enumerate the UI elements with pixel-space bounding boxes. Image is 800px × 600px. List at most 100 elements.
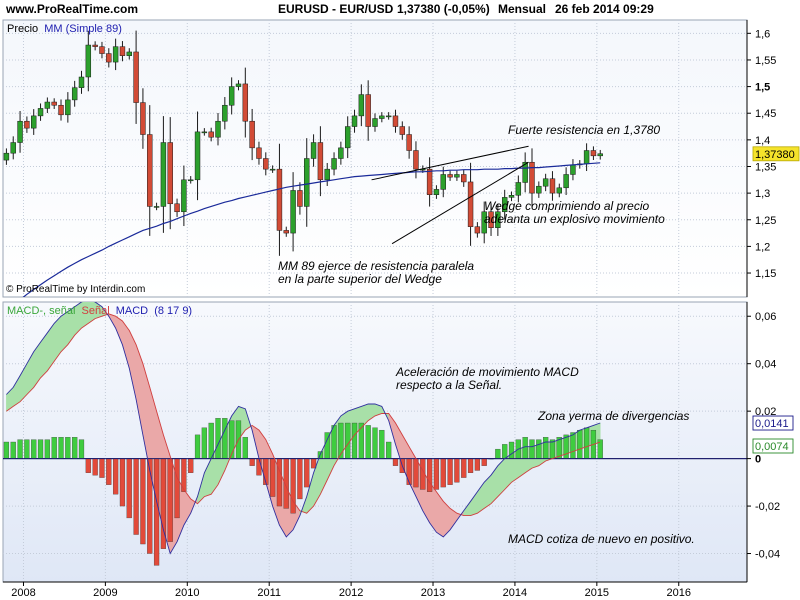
- candle: [256, 141, 262, 165]
- candle: [440, 166, 446, 198]
- candle-body: [174, 203, 180, 213]
- candle-body: [44, 101, 51, 109]
- candle: [215, 113, 221, 146]
- candle: [106, 48, 112, 68]
- candle-body: [597, 153, 603, 157]
- wedge-trendline: [371, 145, 529, 181]
- macd-histogram-bar: [290, 458, 296, 514]
- macd-histogram-bar: [229, 420, 235, 459]
- candle: [399, 121, 406, 140]
- candle-body: [310, 142, 317, 159]
- candle: [92, 41, 98, 51]
- ma89-line: [22, 162, 601, 297]
- macd-tick-label: -0,02: [755, 501, 780, 513]
- macd-histogram-bar: [426, 458, 433, 492]
- candle-body: [454, 174, 460, 178]
- x-tick-label: 2008: [11, 587, 35, 599]
- candle-body: [263, 158, 269, 170]
- candle: [522, 152, 528, 193]
- candle: [276, 143, 283, 256]
- macd-histogram-bar: [106, 458, 112, 485]
- annotation-resistance: Fuerte resistencia en 1,3780: [508, 123, 660, 137]
- candle: [222, 97, 228, 130]
- macd-histogram-bar: [249, 458, 255, 466]
- x-tick-label: 2010: [175, 587, 199, 599]
- macd-histogram-bar: [133, 458, 139, 535]
- macd-legend: MACD-, señal Señal MACD (8 17 9): [7, 305, 192, 317]
- candle: [549, 171, 556, 201]
- annotation-wedge-1: Wedge comprimiendo al precio: [484, 199, 650, 213]
- candle-body: [181, 179, 187, 213]
- signal-value-tag-label: 0,0074: [755, 441, 789, 453]
- candle: [153, 202, 160, 211]
- candle-body: [222, 104, 228, 122]
- candle-body: [147, 134, 153, 207]
- last-price-tag-bg: [752, 146, 800, 162]
- candle-body: [590, 150, 597, 157]
- candle-body: [112, 46, 119, 63]
- price-annotations: Fuerte resistencia en 1,3780 Wedge compr…: [278, 123, 665, 286]
- last-price-tag: 1,37380: [752, 146, 800, 162]
- macd-histogram-bar: [51, 437, 57, 459]
- candle-body: [85, 44, 92, 78]
- signal-value-tag: 0,0074: [752, 438, 794, 454]
- candle: [133, 30, 139, 124]
- period-label: Mensual: [498, 2, 547, 16]
- candle-body: [119, 46, 126, 56]
- macd-histogram-bar: [44, 439, 50, 459]
- candle: [71, 80, 78, 107]
- macd-annotations: Aceleración de movimiento MACD respecto …: [395, 365, 695, 546]
- candle-body: [10, 142, 16, 154]
- candle-body: [201, 131, 208, 134]
- candle: [58, 99, 64, 121]
- candle-body: [406, 134, 412, 151]
- candle: [78, 70, 85, 94]
- candle: [147, 105, 153, 236]
- annotation-macd-positive: MACD cotiza de nuevo en positivo.: [508, 532, 695, 546]
- macd-histogram-bar: [413, 458, 419, 488]
- candle: [508, 191, 515, 202]
- candle: [406, 126, 412, 159]
- price-grid: [3, 20, 747, 297]
- candle-body: [304, 158, 310, 207]
- macd-histogram-bar: [72, 437, 78, 459]
- candle: [208, 127, 214, 142]
- candle-body: [160, 142, 167, 207]
- macd-histogram-bar: [379, 429, 385, 459]
- annotation-ma89-2: en la parte superior del Wedge: [278, 272, 442, 286]
- macd-histogram-bar: [392, 458, 399, 466]
- candle-body: [194, 131, 201, 181]
- macd-histogram-bar: [447, 458, 453, 485]
- macd-tick-label: 0,02: [755, 406, 776, 418]
- candle-body: [24, 120, 30, 129]
- macd-histogram-bar: [140, 458, 146, 545]
- candle: [542, 173, 549, 192]
- macd-histogram-bar: [549, 439, 556, 459]
- candle: [304, 138, 310, 227]
- macd-histogram-bar: [147, 458, 153, 554]
- macd-histogram-bar: [583, 427, 590, 459]
- macd-legend-part1: MACD-, señal: [7, 305, 75, 317]
- macd-tick-label: 0,04: [755, 359, 776, 371]
- candle-body: [461, 174, 467, 183]
- macd-histogram-bar: [24, 439, 30, 459]
- candle: [112, 38, 119, 71]
- svg-text:MACD-, señal Señal: MACD-, señal Señal MACD (8 17 9): [7, 305, 192, 317]
- macd-histogram-bar: [31, 439, 37, 459]
- candle: [310, 134, 317, 167]
- last-price-tag-label: 1,37380: [755, 149, 795, 161]
- price-y-axis: 1,6 1,55 1,5 1,45 1,4 1,35 1,3 1,25 1,2 1,15 1,373…: [746, 20, 800, 297]
- macd-histogram-bar: [99, 458, 105, 478]
- candle-body: [529, 161, 535, 194]
- x-tick-label: 2015: [585, 587, 609, 599]
- annotation-macd-accel-1: Aceleración de movimiento MACD: [395, 365, 579, 379]
- x-axis: 2008 2009 2010 2011 2012 2013 2014 2015 2016: [3, 581, 747, 599]
- macd-histogram-bar: [78, 439, 85, 459]
- candle: [174, 198, 180, 217]
- candle-body: [399, 126, 406, 135]
- candle-body: [242, 83, 249, 122]
- candle-body: [153, 206, 160, 208]
- macd-histogram-bar: [17, 439, 23, 459]
- candle: [597, 149, 603, 160]
- candle-body: [495, 211, 501, 228]
